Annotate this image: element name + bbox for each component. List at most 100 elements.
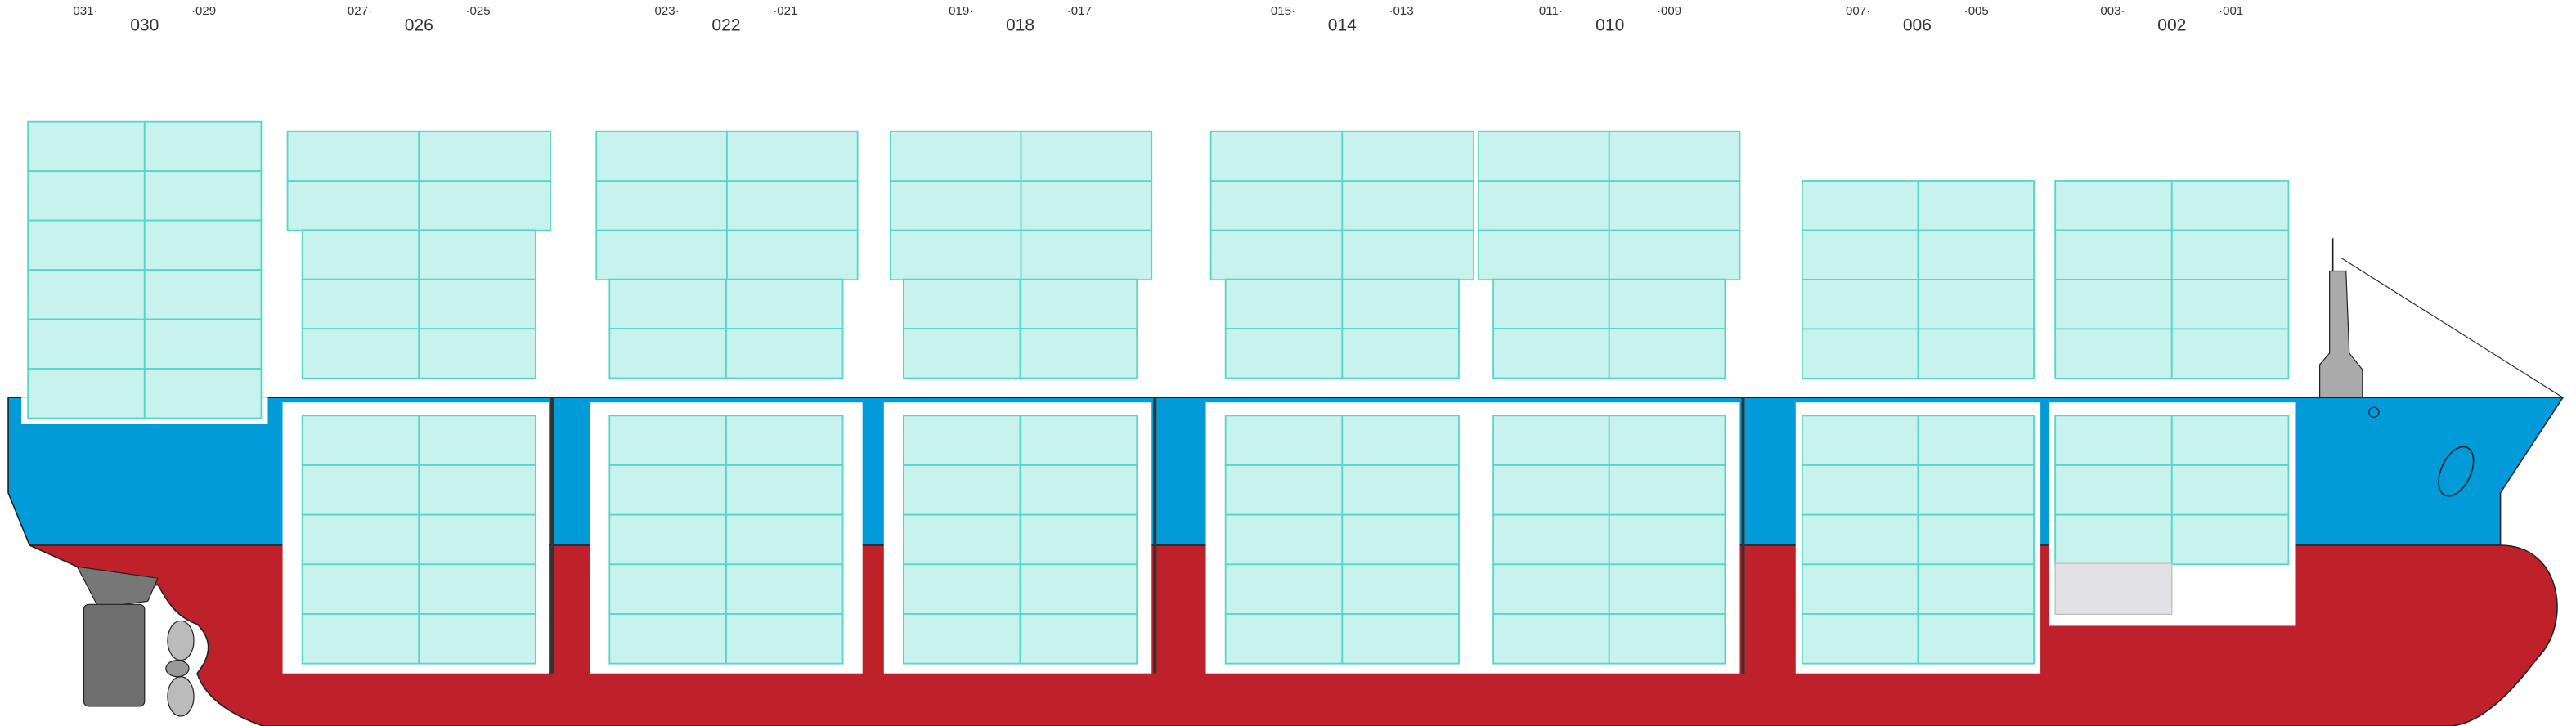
container: [726, 180, 859, 231]
container: [725, 464, 844, 516]
container: [1478, 130, 1610, 182]
container: [1917, 180, 2035, 231]
bay-label: 030: [130, 16, 159, 35]
container: [2170, 513, 2290, 566]
container: [1341, 464, 1460, 516]
container: [1019, 415, 1138, 466]
container: [2170, 229, 2290, 280]
container: [1020, 130, 1153, 182]
bow-mark: [2368, 406, 2380, 418]
container: [301, 563, 420, 615]
container: [1478, 229, 1610, 281]
container: [1020, 180, 1153, 231]
container: [1917, 328, 2035, 379]
container: [301, 415, 420, 466]
bay-left: 023·: [655, 4, 680, 18]
container: [1608, 278, 1726, 329]
container: [2054, 180, 2173, 231]
container: [286, 180, 420, 231]
container: [1019, 328, 1138, 379]
container: [143, 120, 263, 173]
bay-label: 022: [711, 16, 740, 35]
container: [1019, 278, 1138, 329]
container: [1019, 563, 1138, 615]
container: [2170, 279, 2290, 330]
container: [725, 563, 844, 615]
container: [1917, 415, 2035, 466]
container: [1224, 464, 1344, 516]
bay-left: 007·: [1846, 4, 1870, 18]
container: [418, 415, 536, 466]
bay-label: 026: [405, 16, 433, 35]
container: [143, 219, 263, 271]
container: [1341, 328, 1460, 379]
bay-right: ·013: [1389, 4, 1414, 18]
bay-right: ·001: [2219, 4, 2243, 18]
container: [143, 170, 263, 222]
container: [608, 464, 727, 516]
container: [595, 229, 728, 281]
container: [1917, 229, 2035, 280]
container: [2054, 464, 2173, 516]
container: [903, 328, 1021, 379]
container: [27, 219, 146, 271]
container: [889, 130, 1022, 182]
container: [2054, 513, 2173, 566]
container: [1341, 180, 1474, 231]
bay-left: 019·: [949, 4, 973, 18]
container: [1224, 563, 1344, 615]
container: [301, 513, 420, 566]
container: [301, 278, 420, 330]
container: [1020, 229, 1153, 281]
container: [143, 269, 263, 320]
container: [1492, 563, 1610, 615]
container: [1209, 130, 1344, 182]
propeller-blade: [167, 676, 195, 717]
container: [418, 513, 536, 566]
container: [27, 269, 146, 320]
container: [608, 513, 727, 566]
container: [903, 513, 1021, 566]
bays-layer: 030 031· ·029 026 027· ·025 022 023· ·021 018 019·…: [21, 4, 2296, 674]
container: [143, 318, 263, 370]
container: [1917, 513, 2035, 566]
container: [1917, 613, 2035, 665]
container: [2170, 328, 2290, 379]
container: [1801, 180, 1919, 231]
container: [1608, 464, 1726, 516]
bay-right: ·029: [191, 4, 216, 18]
container: [143, 368, 263, 419]
container: [1224, 513, 1344, 566]
bay-left: 003·: [2100, 4, 2125, 18]
container: [725, 513, 844, 566]
bay-right: ·005: [1964, 4, 1989, 18]
container: [903, 278, 1021, 329]
container: [1019, 613, 1138, 665]
container: [1341, 278, 1460, 329]
container: [903, 464, 1021, 516]
container: [301, 613, 420, 665]
bay-left: 011·: [1539, 4, 1563, 18]
container: [1608, 563, 1726, 615]
container: [1608, 415, 1726, 466]
container: [1608, 130, 1741, 182]
container: [1209, 180, 1344, 231]
container: [725, 613, 844, 665]
forestay: [2340, 257, 2564, 398]
container: [2054, 279, 2173, 330]
container: [1492, 278, 1610, 329]
container: [2054, 229, 2173, 280]
bow-logo: [2438, 446, 2475, 497]
rudder: [83, 603, 146, 707]
container: [1341, 563, 1460, 615]
container: [1801, 613, 1919, 665]
container: [1341, 229, 1474, 281]
container: [1608, 180, 1741, 231]
container: [889, 180, 1022, 231]
container: [1478, 180, 1610, 231]
bay-right: ·021: [773, 4, 797, 18]
container: [1801, 563, 1919, 615]
container: [595, 180, 728, 231]
propeller-hub: [165, 660, 190, 678]
container: [2170, 415, 2290, 466]
